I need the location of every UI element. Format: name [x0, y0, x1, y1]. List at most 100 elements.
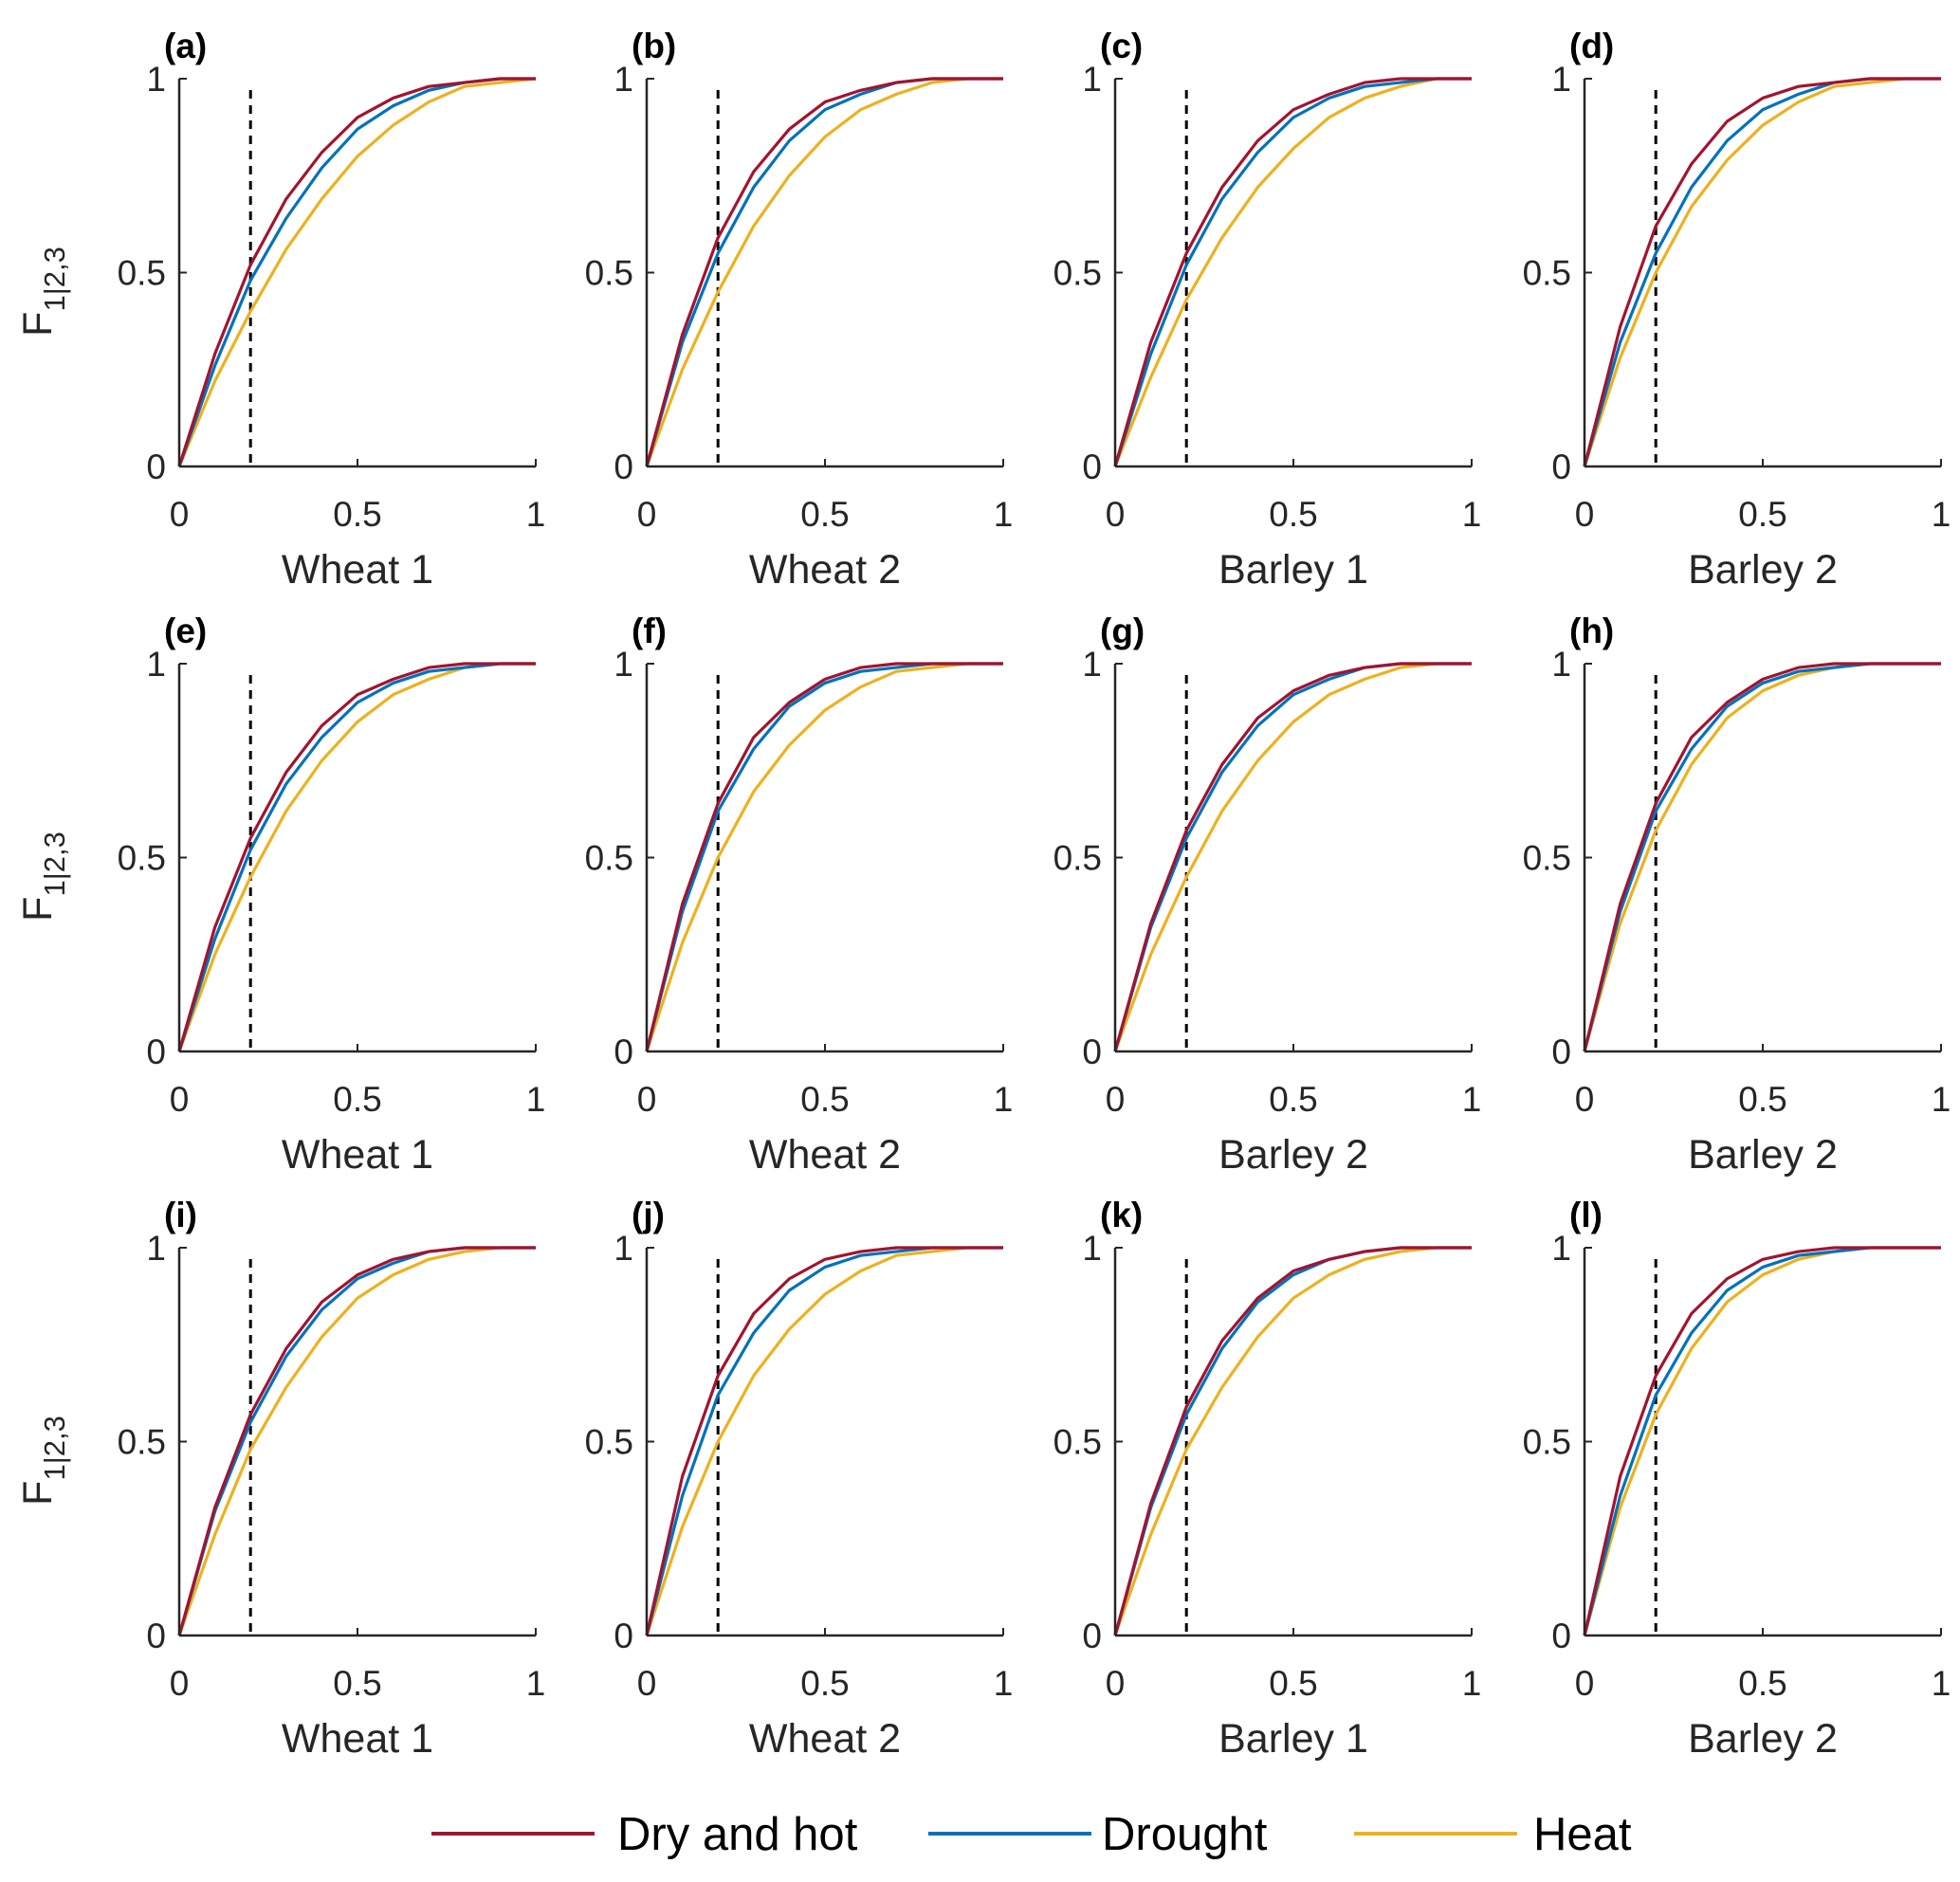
series-line	[1113, 1246, 1472, 1636]
y-tick-label: 0	[1082, 1617, 1102, 1655]
legend-label: Heat	[1533, 1809, 1632, 1860]
x-tick-label: 0.5	[1738, 1664, 1786, 1703]
y-tick-label: 0	[146, 1032, 166, 1071]
y-tick-label: 1	[1082, 1229, 1102, 1268]
y-tick-label: 0	[1551, 448, 1571, 486]
x-tick-label: 1	[526, 1080, 546, 1119]
x-axis-label: Wheat 2	[749, 1716, 901, 1762]
y-tick-label: 1	[614, 1229, 633, 1268]
y-tick-label: 1	[614, 60, 633, 99]
x-axis-label: Barley 2	[1688, 1716, 1838, 1762]
y-tick-label: 0.5	[585, 1423, 633, 1462]
y-tick-label: 0.5	[118, 254, 166, 293]
x-tick-label: 0	[637, 495, 657, 534]
x-tick-label: 0	[637, 1664, 657, 1703]
x-tick-label: 0	[170, 1664, 190, 1703]
series-line	[1113, 77, 1472, 467]
x-tick-label: 0.5	[1269, 495, 1317, 534]
x-tick-label: 0.5	[800, 1664, 849, 1703]
x-axis-label: Barley 1	[1218, 547, 1368, 593]
series-line	[177, 662, 536, 1052]
x-tick-label: 0	[1575, 495, 1595, 534]
y-axis-label-subscript: 1|2,3	[38, 247, 71, 311]
x-axis-label: Wheat 2	[749, 1132, 901, 1178]
x-tick-label: 1	[994, 1080, 1014, 1119]
x-tick-label: 0	[637, 1080, 657, 1119]
x-tick-label: 1	[1932, 1080, 1951, 1119]
series-line	[177, 77, 536, 467]
series-line	[1583, 662, 1941, 1052]
x-tick-label: 0	[170, 1080, 190, 1119]
x-tick-label: 1	[526, 1664, 546, 1703]
y-tick-label: 0.5	[1523, 839, 1571, 878]
x-axis-label: Barley 2	[1688, 547, 1838, 593]
x-tick-label: 1	[526, 495, 546, 534]
x-tick-label: 0.5	[1269, 1664, 1317, 1703]
series-line	[645, 77, 1003, 467]
panel-label: (f)	[632, 612, 667, 650]
x-tick-label: 0.5	[333, 495, 381, 534]
x-axis-label: Barley 2	[1218, 1132, 1368, 1178]
y-tick-label: 1	[146, 1229, 166, 1268]
panel-label: (b)	[632, 27, 676, 65]
x-tick-label: 1	[1462, 495, 1482, 534]
x-tick-label: 1	[1932, 495, 1951, 534]
series-line	[645, 1246, 1003, 1636]
x-tick-label: 0	[1106, 495, 1126, 534]
x-tick-label: 0.5	[1738, 1080, 1786, 1119]
x-tick-label: 0.5	[1738, 495, 1786, 534]
panel-label: (k)	[1100, 1196, 1143, 1234]
y-axis-label: F1|2,3	[15, 831, 71, 922]
panel-label: (d)	[1569, 27, 1614, 65]
x-tick-label: 0	[1575, 1664, 1595, 1703]
y-tick-label: 1	[1551, 60, 1571, 99]
series-line	[177, 1246, 536, 1636]
y-tick-label: 0.5	[118, 1423, 166, 1462]
y-tick-label: 0.5	[1053, 254, 1102, 293]
y-tick-label: 0	[614, 448, 633, 486]
y-tick-label: 1	[146, 645, 166, 684]
x-tick-label: 0.5	[800, 495, 849, 534]
x-axis-label: Wheat 1	[282, 1132, 433, 1178]
y-axis-label: F1|2,3	[15, 1416, 71, 1506]
series-line	[645, 1246, 1003, 1636]
series-line	[1113, 77, 1472, 467]
y-tick-label: 0.5	[1053, 839, 1102, 878]
series-line	[1113, 1246, 1472, 1636]
series-line	[177, 662, 536, 1052]
y-tick-label: 0.5	[1053, 1423, 1102, 1462]
panel-label: (c)	[1100, 27, 1143, 65]
x-tick-label: 0.5	[333, 1664, 381, 1703]
y-axis-label-subscript: 1|2,3	[38, 831, 71, 896]
y-tick-label: 0.5	[1523, 1423, 1571, 1462]
x-axis-label: Wheat 1	[282, 547, 433, 593]
x-tick-label: 0	[1575, 1080, 1595, 1119]
y-tick-label: 1	[1551, 1229, 1571, 1268]
y-tick-label: 0.5	[118, 839, 166, 878]
y-axis-label-main: F	[15, 897, 61, 922]
x-axis-label: Barley 1	[1218, 1716, 1368, 1762]
y-tick-label: 1	[614, 645, 633, 684]
series-line	[1113, 662, 1472, 1052]
series-line	[645, 662, 1003, 1052]
y-tick-label: 1	[1082, 60, 1102, 99]
y-tick-label: 1	[1082, 645, 1102, 684]
series-line	[1113, 662, 1472, 1052]
y-tick-label: 0	[1551, 1032, 1571, 1071]
series-line	[1583, 1246, 1941, 1636]
y-axis-label-subscript: 1|2,3	[38, 1416, 71, 1480]
y-axis-label: F1|2,3	[15, 247, 71, 337]
x-tick-label: 0	[170, 495, 190, 534]
series-line	[645, 77, 1003, 467]
y-tick-label: 0	[146, 1617, 166, 1655]
y-tick-label: 0	[614, 1032, 633, 1071]
panel-label: (g)	[1100, 612, 1145, 650]
series-line	[1583, 1246, 1941, 1636]
legend-label: Drought	[1102, 1809, 1268, 1860]
series-line	[177, 77, 536, 467]
y-tick-label: 0	[1551, 1617, 1571, 1655]
legend-label: Dry and hot	[617, 1809, 858, 1860]
panel-label: (l)	[1569, 1196, 1603, 1234]
series-line	[177, 1246, 536, 1636]
